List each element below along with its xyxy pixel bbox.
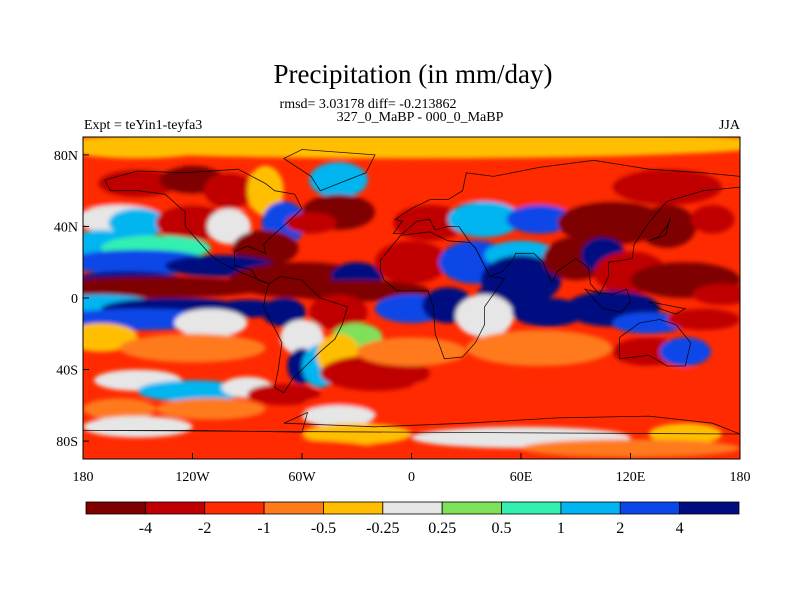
precip-region [692,283,740,306]
x-tick-label: 180 [73,470,94,485]
coastline-outline [648,301,687,315]
precip-region [108,208,167,238]
colorbar-swatch [501,501,562,515]
y-axis: 80N 40N 0 40S 80S [54,149,89,450]
precip-region [612,169,722,206]
colorbar-label: 4 [676,520,684,537]
precip-region [283,280,430,302]
coastline-outline [648,217,671,242]
experiment-label: Expt = teYin1-teyfa3 [84,118,202,133]
precip-region [207,208,251,245]
precip-region [667,308,740,331]
colorbar-label: -2 [198,520,211,537]
precip-map [83,137,740,459]
coastline-outline [619,319,692,367]
precip-field [83,137,740,458]
colorbar-label: 1 [557,520,565,537]
colorbar-swatch [263,501,324,515]
precip-region [203,172,255,209]
x-axis: 180 120W 60W 0 60E 120E 180 [73,453,751,485]
x-tick-label: 120E [616,470,646,485]
precip-region [302,405,375,427]
colorbar-swatch [204,501,265,515]
x-tick-label: 60E [510,470,533,485]
precip-region [375,240,448,284]
x-tick-label: 60W [288,470,316,485]
x-tick-label: 120W [175,470,210,485]
precip-region [285,212,337,234]
x-tick-label: 0 [408,470,415,485]
precip-region [83,416,193,438]
colorbar-label: -1 [257,520,270,537]
precip-region [83,276,266,298]
colorbar-swatch [144,501,206,515]
y-tick-label: 80S [56,435,78,450]
precip-region [119,333,266,363]
precip-region [83,137,211,159]
precip-region [83,398,156,420]
colorbar-label: 0.5 [492,520,512,537]
stats-line: rmsd= 3.03178 diff= -0.213862 [280,97,457,112]
precip-region [393,205,467,241]
precip-region [448,201,521,238]
colorbar-swatch [441,501,502,515]
coastline-outline [83,411,740,435]
coastline-outline [104,168,303,285]
colorbar: -4 -2 -1 -0.5 -0.25 0.25 0.5 1 2 4 [85,501,740,537]
precip-region [411,373,631,402]
y-tick-label: 40N [54,220,78,235]
precip-region [690,205,735,234]
coastline-outline [282,149,376,192]
precip-region [630,366,704,388]
y-tick-label: 40S [56,364,78,379]
precip-region [261,298,306,327]
precip-region [612,312,686,334]
precip-region [83,137,740,159]
precip-region [521,439,740,458]
colorbar-swatch [679,501,740,515]
precip-region [659,337,711,367]
y-tick-label: 80N [54,149,78,164]
x-tick-label: 180 [730,470,751,485]
precip-region [156,439,375,458]
coastline-outline [380,231,506,360]
precip-region [356,337,467,367]
precip-region [506,205,573,234]
precip-region [302,423,412,445]
figure-title: Precipitation (in mm/day) [274,59,553,89]
precip-region [247,383,321,406]
coastline [83,149,740,435]
colorbar-swatch [85,501,146,515]
colorbar-swatch [619,501,681,515]
precip-region [156,398,266,420]
colorbar-label: -0.25 [366,520,399,537]
precip-region [309,162,368,198]
season-label: JJA [719,118,741,133]
precip-region [137,380,248,402]
precip-region [309,294,368,331]
colorbar-swatch [323,501,384,515]
y-tick-label: 0 [71,292,78,307]
coastline-outline [583,288,631,313]
coastline-outline [263,276,349,394]
colorbar-label: 2 [616,520,624,537]
colorbar-swatch [382,501,443,515]
comparison-label: 327_0_MaBP - 000_0_MaBP [337,110,504,125]
precip-region [466,330,613,366]
precip-region [247,165,284,216]
colorbar-label: -0.5 [311,520,336,537]
colorbar-label: 0.25 [428,520,456,537]
colorbar-label: -4 [139,520,152,537]
colorbar-swatch [560,501,621,515]
precip-region [174,308,248,338]
